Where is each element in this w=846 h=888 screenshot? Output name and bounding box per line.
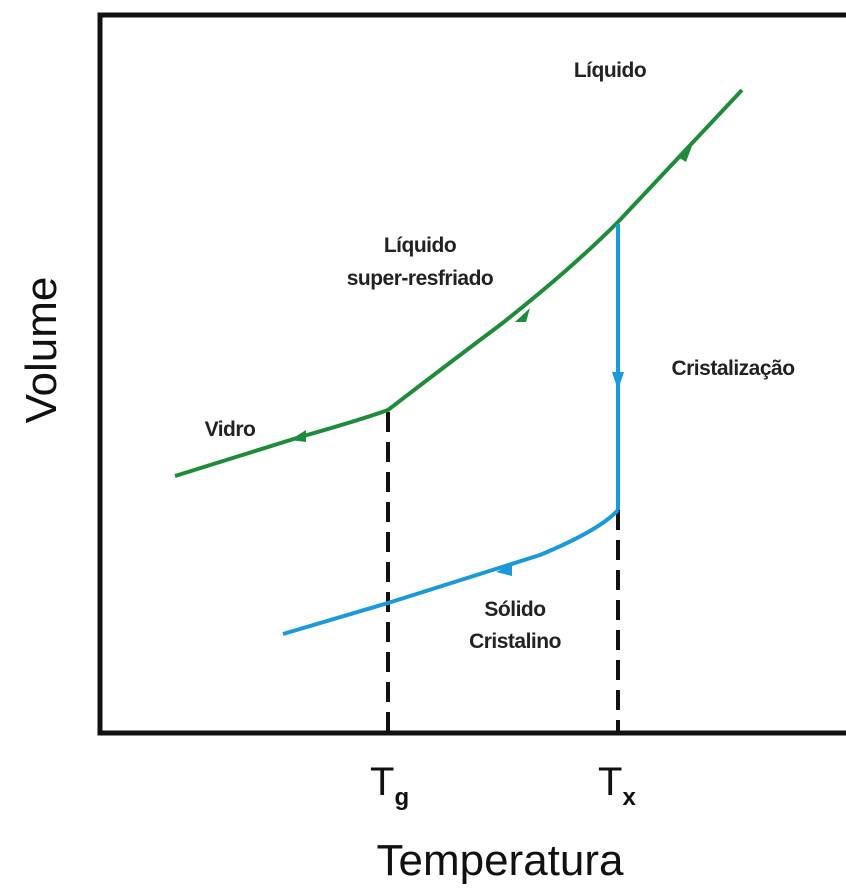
arrow <box>496 564 512 576</box>
label: super-resfriado <box>347 267 494 290</box>
label: Sólido <box>484 598 545 621</box>
arrow <box>612 372 624 390</box>
label: Cristalino <box>469 630 561 653</box>
label: Vidro <box>205 418 256 441</box>
tick-symbol: T <box>370 760 394 804</box>
frame <box>97 12 846 736</box>
x-axis-label: Temperatura <box>376 836 624 885</box>
tick-label: Tx <box>598 760 636 811</box>
arrow <box>678 146 692 162</box>
tick-label: Tg <box>370 760 409 811</box>
tick-subscript: x <box>622 784 636 811</box>
label: Líquido <box>384 234 456 257</box>
arrow <box>515 308 530 322</box>
label: Cristalização <box>671 357 794 380</box>
arrow <box>290 430 306 442</box>
tick-symbol: T <box>598 760 622 804</box>
tick-subscript: g <box>394 784 409 811</box>
label: Líquido <box>574 59 646 82</box>
y-axis-label: Volume <box>17 277 66 424</box>
liquid-glass-curve <box>174 88 744 478</box>
solid-curve <box>282 508 620 636</box>
